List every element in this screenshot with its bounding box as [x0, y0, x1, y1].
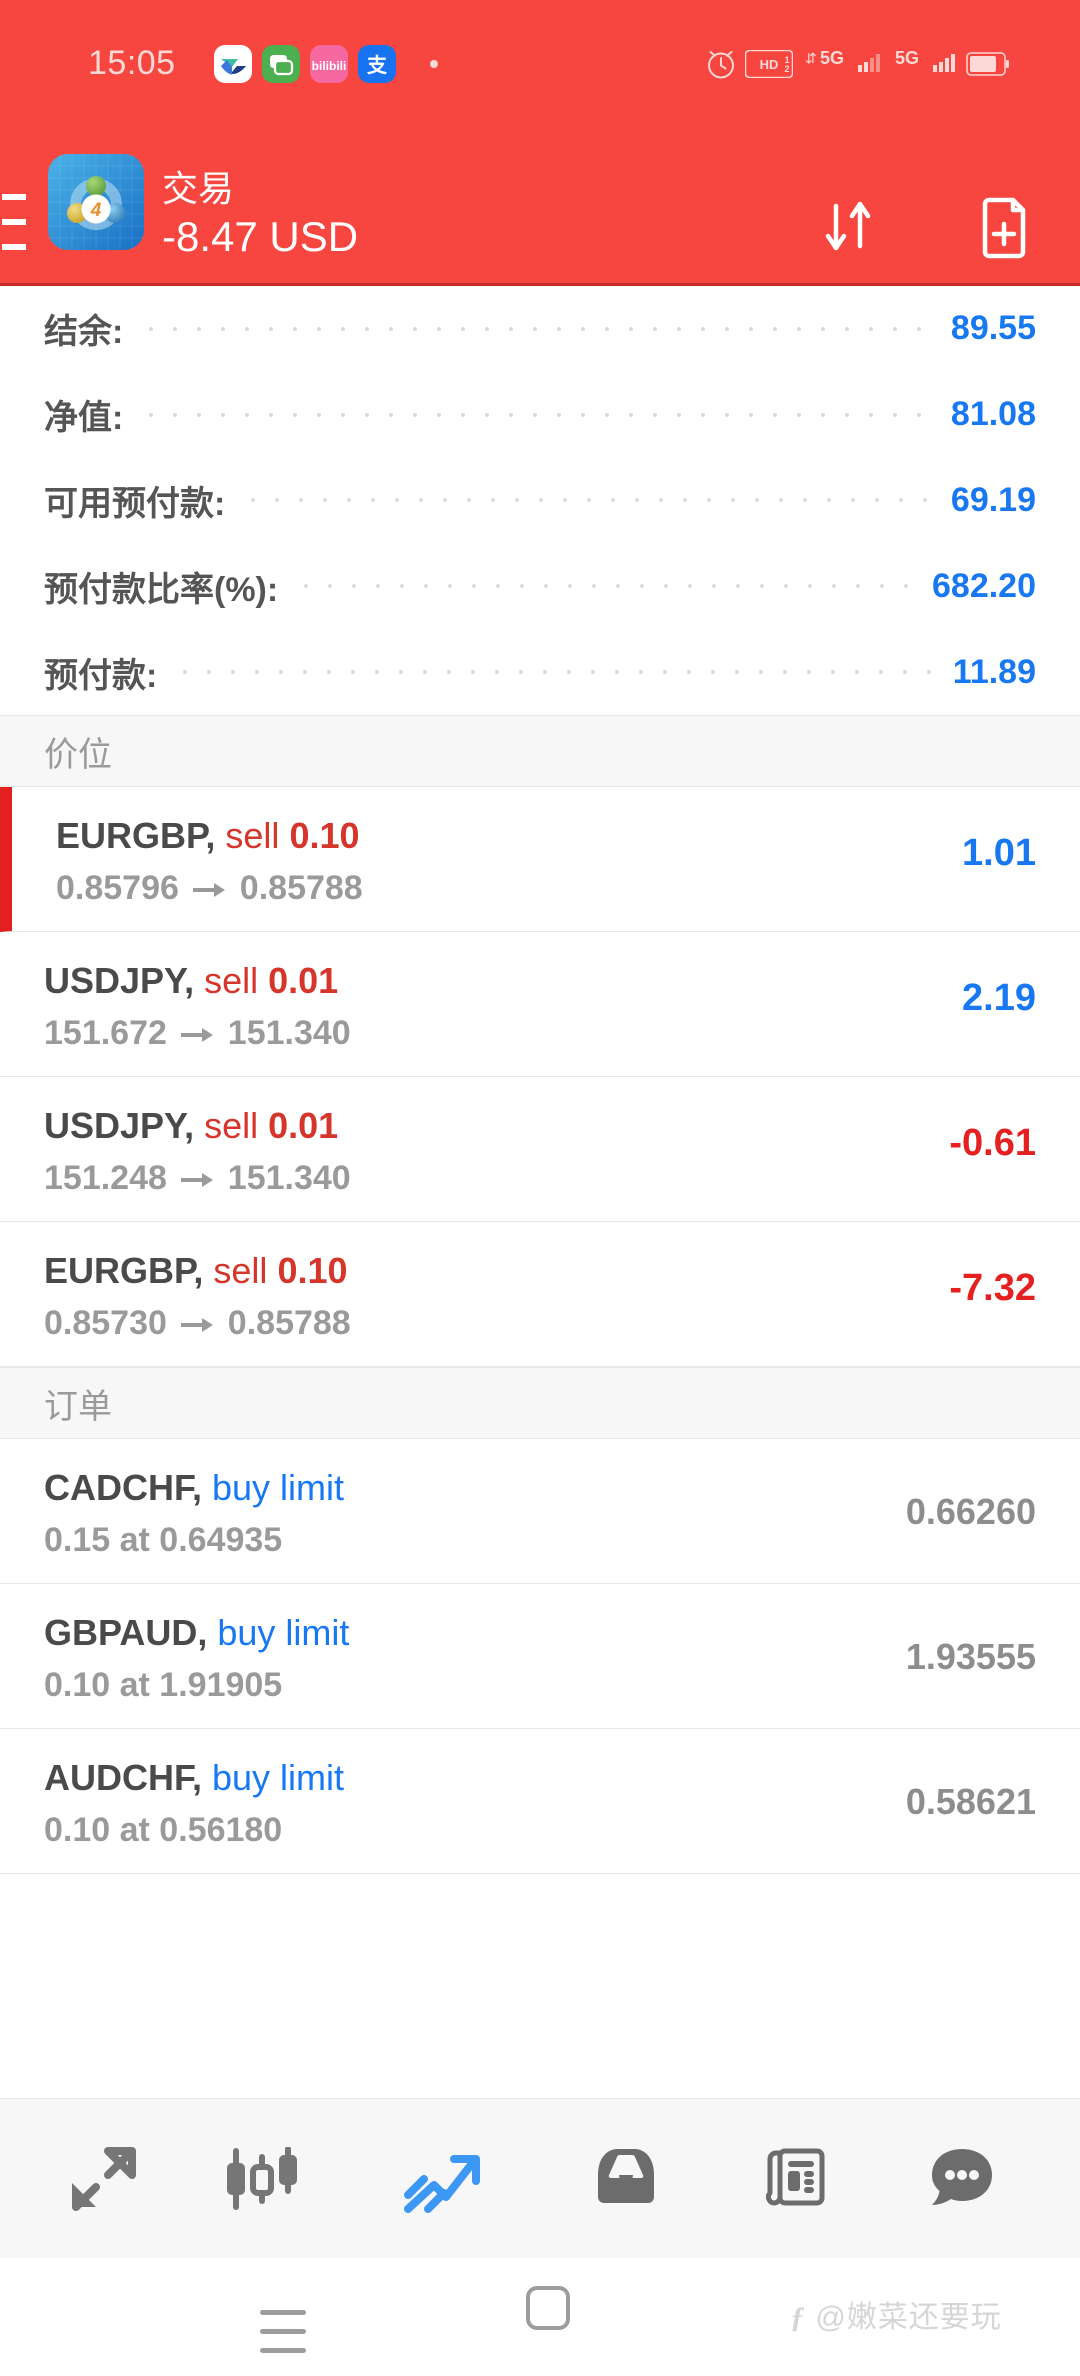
- svg-text:HD: HD: [760, 57, 779, 72]
- svg-text:支: 支: [367, 53, 388, 77]
- svg-text:4: 4: [90, 200, 102, 221]
- svg-text:bilibili: bilibili: [312, 59, 347, 73]
- svg-text:2: 2: [784, 64, 789, 74]
